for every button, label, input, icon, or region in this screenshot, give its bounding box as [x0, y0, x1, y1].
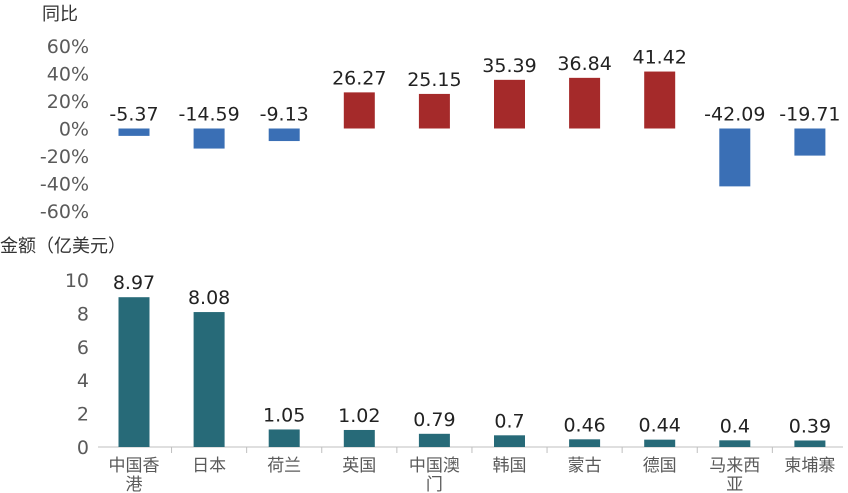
bottom-y-tick-label: 6: [77, 337, 89, 359]
bottom-y-tick-label: 10: [65, 270, 89, 292]
bottom-bar: [494, 435, 525, 447]
bottom-data-label: 0.46: [563, 414, 605, 436]
bottom-data-label: 0.39: [789, 415, 831, 437]
top-data-label: 41.42: [632, 47, 686, 69]
top-data-label: 25.15: [407, 69, 461, 91]
top-y-tick-label: 60%: [47, 36, 89, 58]
category-label: 港: [126, 475, 143, 493]
category-label: 荷兰: [267, 456, 301, 476]
bottom-data-label: 0.44: [639, 415, 681, 437]
category-label: 德国: [643, 456, 677, 476]
bottom-bar: [644, 439, 676, 447]
category-label: 韩国: [493, 456, 527, 476]
category-label: 柬埔寨: [784, 456, 835, 476]
top-bar: [418, 93, 450, 129]
top-bar: [794, 128, 826, 156]
bottom-bar: [343, 429, 375, 447]
top-bar: [644, 71, 676, 129]
bottom-bar: [268, 429, 300, 447]
top-bar: [118, 128, 150, 136]
category-label: 英国: [342, 456, 376, 476]
bottom-bar: [794, 440, 826, 447]
top-bar: [268, 128, 300, 142]
bottom-data-label: 1.05: [263, 404, 305, 426]
amount-panel: 金额（亿美元） 10 8 6 4 2 0 8.97 8.08 1.05 1.02 0.79 0.7 0.…: [0, 236, 843, 493]
bottom-data-label: 1.02: [338, 405, 380, 427]
bottom-data-label: 0.4: [720, 415, 750, 437]
category-label: 门: [426, 475, 443, 493]
bottom-bar: [193, 312, 225, 447]
bottom-data-label: 8.97: [113, 272, 155, 294]
top-bar: [719, 128, 751, 187]
bottom-data-label: 0.7: [494, 410, 524, 432]
top-data-label: -14.59: [178, 104, 239, 126]
bottom-y-tick-label: 4: [77, 370, 89, 392]
top-data-label: 35.39: [482, 55, 536, 77]
top-y-tick-label: 0%: [59, 119, 89, 141]
top-bar: [569, 77, 601, 129]
top-y-tick-label: 40%: [47, 64, 89, 86]
top-y-tick-label: -40%: [40, 174, 89, 196]
bottom-y-tick-label: 0: [77, 437, 89, 459]
bottom-data-label: 0.79: [413, 409, 455, 431]
top-data-label: -42.09: [704, 104, 765, 126]
bottom-bar: [118, 297, 150, 447]
bottom-bar: [569, 439, 601, 447]
category-label: 马来西: [709, 456, 760, 476]
bottom-y-tick-label: 8: [77, 303, 89, 325]
category-label: 蒙古: [568, 456, 602, 476]
category-label: 亚: [726, 475, 743, 493]
top-y-tick-label: -20%: [40, 146, 89, 168]
category-label: 日本: [192, 456, 226, 476]
top-data-label: 26.27: [332, 67, 386, 89]
bottom-data-label: 8.08: [188, 287, 230, 309]
top-bar: [494, 79, 525, 129]
top-data-label: -9.13: [260, 104, 309, 126]
top-y-tick-label: 20%: [47, 91, 89, 113]
bottom-bar: [418, 433, 450, 447]
yoy-growth-panel: 同比 60% 40% 20% 0% -20% -40% -60% -5.37 -14.59 -9.…: [40, 4, 841, 223]
top-y-tick-label: -60%: [40, 201, 89, 223]
top-bar: [343, 92, 375, 129]
top-data-label: -5.37: [109, 104, 158, 126]
bottom-y-axis-title: 金额（亿美元）: [0, 236, 126, 257]
top-data-label: 36.84: [557, 53, 611, 75]
top-data-label: -19.71: [779, 104, 840, 126]
top-bar: [193, 128, 225, 149]
bottom-y-tick-label: 2: [77, 404, 89, 426]
category-label: 中国香: [109, 456, 160, 476]
top-y-axis-title: 同比: [42, 4, 78, 25]
bottom-bar: [719, 440, 751, 447]
category-label: 中国澳: [409, 456, 460, 476]
